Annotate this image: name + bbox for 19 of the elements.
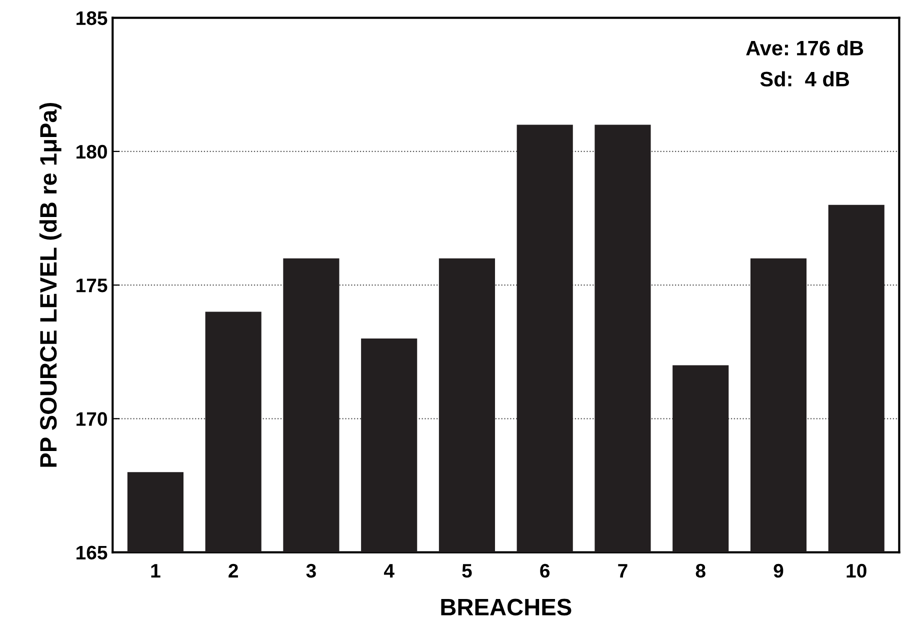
y-tick-label: 175: [76, 278, 108, 292]
x-tick-label: 8: [696, 564, 706, 578]
y-axis-title: PP SOURCE LEVEL (dB re 1μPa): [39, 102, 62, 467]
x-tick-label: 3: [306, 564, 316, 578]
x-tick-label: 1: [151, 564, 160, 578]
x-tick-label: 9: [774, 564, 784, 578]
x-tick-label: 5: [462, 564, 472, 578]
x-axis-title: BREACHES: [441, 598, 572, 616]
x-tick-label: 2: [228, 564, 238, 578]
x-tick-label: 10: [846, 564, 866, 578]
y-tick-label: 185: [76, 11, 108, 26]
annotation: Sd: 4 dB: [760, 71, 850, 86]
y-tick-label: 170: [76, 412, 107, 426]
y-tick-label: 165: [76, 546, 108, 560]
x-tick-label: 7: [618, 564, 628, 578]
x-tick-label: 4: [384, 564, 394, 578]
y-tick-label: 180: [76, 144, 107, 159]
x-tick-label: 6: [540, 564, 550, 578]
annotation: Ave: 176 dB: [746, 40, 864, 56]
